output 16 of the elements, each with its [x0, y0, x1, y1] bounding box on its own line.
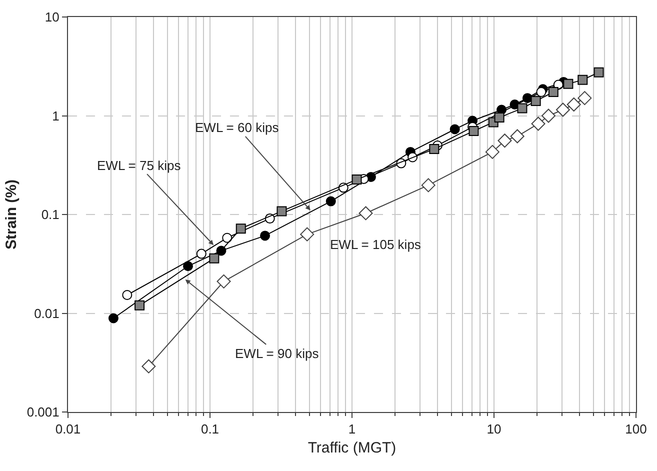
annotation: EWL = 60 kips [195, 120, 280, 135]
x-tick-label: 10 [486, 422, 502, 437]
x-tick-label: 0.1 [200, 422, 220, 437]
y-tick-label: 0.001 [26, 404, 60, 420]
annotation: EWL = 90 kips [235, 346, 320, 361]
x-tick-label: 1 [348, 422, 356, 437]
y-tick-label: 0.01 [34, 306, 60, 321]
y-tick-label: 10 [44, 10, 60, 25]
annotation: EWL = 75 kips [97, 158, 182, 173]
y-axis-title: Strain (%) [3, 179, 20, 250]
x-axis-title: Traffic (MGT) [308, 440, 396, 457]
y-tick-label: 1 [52, 108, 60, 124]
annotation: EWL = 105 kips [330, 237, 422, 252]
x-tick-label: 0.01 [55, 422, 81, 437]
x-tick-label: 100 [625, 422, 647, 437]
y-tick-label: 0.1 [41, 207, 60, 222]
